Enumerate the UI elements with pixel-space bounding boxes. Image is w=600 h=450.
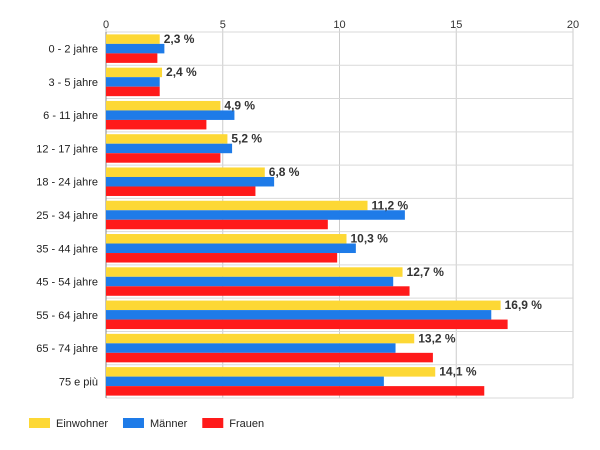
data-label: 2,4 % <box>166 65 197 79</box>
bar-einwohner <box>106 34 160 44</box>
bar-m-nner <box>106 243 356 254</box>
category-label: 25 - 34 jahre <box>36 210 98 222</box>
bar-einwohner <box>106 267 403 277</box>
x-tick-label: 0 <box>103 19 109 31</box>
category-label: 65 - 74 jahre <box>36 343 98 355</box>
bar-frauen <box>106 352 433 363</box>
bar-frauen <box>106 319 508 330</box>
data-label: 16,9 % <box>505 298 543 312</box>
category-labels: 0 - 2 jahre 3 - 5 jahre 6 - 11 jahre 12 - 1… <box>36 44 98 389</box>
x-tick-label: 10 <box>333 19 345 31</box>
bar-frauen <box>106 153 221 163</box>
data-label: 4,9 % <box>224 98 255 112</box>
category-label: 3 - 5 jahre <box>48 77 98 89</box>
bars <box>106 34 508 396</box>
bar-einwohner <box>106 67 163 78</box>
bar-einwohner <box>106 100 221 111</box>
bar-m-nner <box>106 43 165 54</box>
legend-label: Männer <box>150 418 188 430</box>
legend-label: Einwohner <box>56 418 108 430</box>
legend-swatch <box>29 418 50 428</box>
bar-m-nner <box>106 110 235 120</box>
data-label: 14,1 % <box>439 365 477 379</box>
bar-m-nner <box>106 276 394 287</box>
legend-swatch <box>122 418 144 428</box>
category-label: 45 - 54 jahre <box>36 277 98 289</box>
bar-frauen <box>106 86 160 97</box>
x-axis-ticks: 0 5 10 15 20 <box>103 19 579 31</box>
bar-m-nner <box>106 77 160 87</box>
bar-einwohner <box>106 234 347 244</box>
bar-frauen <box>106 186 256 196</box>
data-label: 12,7 % <box>407 265 445 279</box>
category-label: 55 - 64 jahre <box>36 310 98 322</box>
bar-frauen <box>106 286 410 296</box>
data-label: 6,8 % <box>269 165 300 179</box>
category-label: 0 - 2 jahre <box>48 44 98 56</box>
category-label: 75 e più <box>59 376 98 388</box>
x-tick-label: 5 <box>220 19 226 31</box>
bar-m-nner <box>106 143 233 154</box>
bar-m-nner <box>106 176 275 187</box>
data-labels: 2,3 % 2,4 % 4,9 % 5,2 % 6,8 % 11,2 % 10,3 % 12,… <box>164 32 543 379</box>
bar-frauen <box>106 119 207 130</box>
bar-m-nner <box>106 343 396 353</box>
bar-frauen <box>106 219 328 230</box>
x-tick-label: 20 <box>567 19 579 31</box>
bar-einwohner <box>106 134 228 144</box>
category-label: 18 - 24 jahre <box>36 177 98 189</box>
legend-swatch <box>202 418 224 428</box>
bar-einwohner <box>106 367 436 377</box>
bar-frauen <box>106 386 485 396</box>
data-label: 2,3 % <box>164 32 195 46</box>
data-label: 5,2 % <box>231 132 262 146</box>
data-label: 13,2 % <box>418 331 456 345</box>
data-label: 11,2 % <box>372 198 409 212</box>
bar-frauen <box>106 253 338 263</box>
bar-m-nner <box>106 210 405 220</box>
bar-einwohner <box>106 333 415 344</box>
category-label: 6 - 11 jahre <box>43 110 98 122</box>
category-label: 35 - 44 jahre <box>36 243 98 255</box>
bar-einwohner <box>106 167 265 177</box>
x-tick-label: 15 <box>450 19 462 31</box>
data-label: 10,3 % <box>351 232 389 246</box>
bar-frauen <box>106 53 158 63</box>
bar-einwohner <box>106 200 368 211</box>
category-label: 12 - 17 jahre <box>36 143 98 155</box>
bar-einwohner <box>106 300 501 311</box>
bar-m-nner <box>106 376 384 387</box>
bar-m-nner <box>106 310 492 320</box>
legend-label: Frauen <box>229 418 264 430</box>
legend: Einwohner Männer Frauen <box>29 418 264 430</box>
